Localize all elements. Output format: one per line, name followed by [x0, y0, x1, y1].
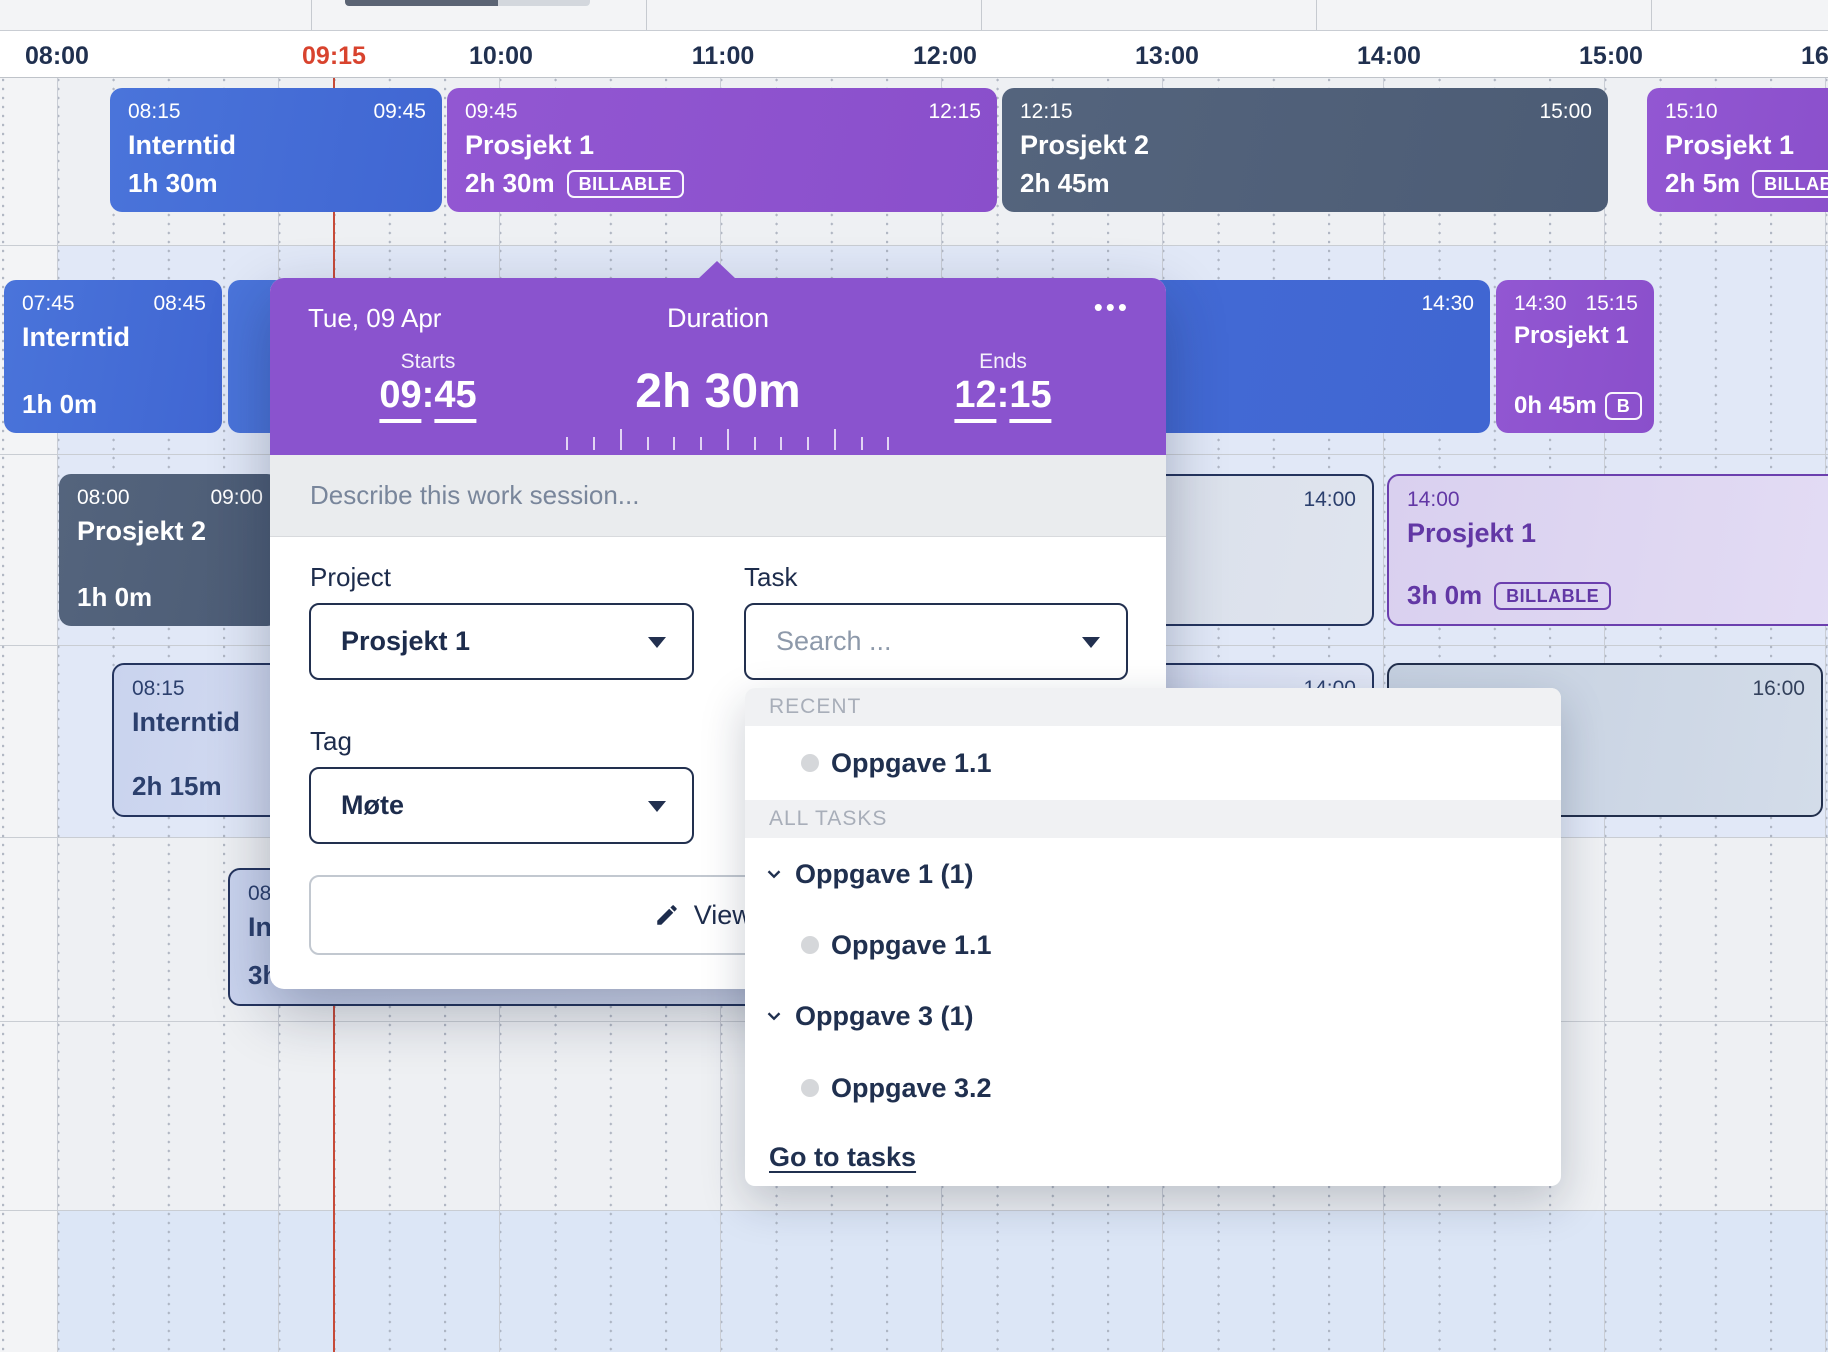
- task-status-dot: [801, 754, 819, 772]
- event-prosjekt1-1430[interactable]: 14:30 15:15 Prosjekt 1 0h 45m B: [1496, 280, 1654, 433]
- event-prosjekt2-0800[interactable]: 08:00 09:00 Prosjekt 2 1h 0m: [59, 474, 279, 626]
- billable-badge: BILLABLE: [1494, 581, 1612, 610]
- task-item-recent-oppgave-1-1[interactable]: Oppgave 1.1: [745, 726, 1561, 800]
- task-dropdown-panel: RECENT Oppgave 1.1 ALL TASKS Oppgave 1 (…: [745, 688, 1561, 1186]
- chevron-down-icon: [648, 800, 666, 812]
- all-tasks-section-header: ALL TASKS: [745, 800, 1561, 838]
- strip-divider: [646, 0, 647, 30]
- hour-label: 12:00: [913, 42, 977, 70]
- task-status-dot: [801, 1079, 819, 1097]
- strip-divider: [981, 0, 982, 30]
- hours-header: 08:00 09:15 10:00 11:00 12:00 13:00 14:0…: [0, 30, 1828, 78]
- hour-label: 14:00: [1357, 42, 1421, 70]
- tag-select[interactable]: Møte: [309, 767, 694, 844]
- ends-label: Ends: [979, 350, 1027, 373]
- project-select[interactable]: Prosjekt 1: [309, 603, 694, 680]
- task-search-input[interactable]: Search ...: [744, 603, 1128, 680]
- duration-slider[interactable]: [566, 426, 889, 450]
- strip-divider: [1316, 0, 1317, 30]
- chevron-down-icon: [1082, 636, 1100, 648]
- popover-header: Tue, 09 Apr Duration ••• Starts 09:45 2h…: [270, 278, 1166, 455]
- hour-label: 11:00: [691, 42, 755, 70]
- billable-badge: BILLABLE: [1752, 169, 1828, 198]
- billable-badge: BILLABLE: [566, 169, 684, 198]
- go-to-tasks-row: Go to tasks: [745, 1124, 1561, 1186]
- hour-label: 08:00: [25, 42, 89, 70]
- description-input[interactable]: Describe this work session...: [270, 455, 1166, 537]
- strip-divider: [311, 0, 312, 30]
- mini-timeline-strip: [0, 0, 1828, 30]
- popover-arrow: [698, 261, 736, 279]
- pencil-icon: [656, 905, 677, 925]
- task-group-oppgave-1[interactable]: Oppgave 1 (1): [745, 838, 1561, 910]
- task-item-oppgave-1-1[interactable]: Oppgave 1.1: [745, 910, 1561, 980]
- hour-label: 16:00: [1801, 42, 1828, 70]
- hour-label: 13:00: [1135, 42, 1199, 70]
- event-prosjekt1-1400-ghost[interactable]: 14:00 Prosjekt 1 3h 0m BILLABLE: [1387, 474, 1828, 626]
- starts-label: Starts: [400, 350, 456, 373]
- hour-label: 10:00: [469, 42, 533, 70]
- ends-time-input[interactable]: 12:15: [954, 374, 1052, 423]
- starts-time-input[interactable]: 09:45: [379, 374, 477, 423]
- current-time-label: 09:15: [302, 42, 366, 70]
- task-item-oppgave-3-2[interactable]: Oppgave 3.2: [745, 1052, 1561, 1124]
- chevron-down-icon: [648, 636, 666, 648]
- event-prosjekt1-1510[interactable]: 15:10 Prosjekt 1 2h 5mBILLABLE: [1647, 88, 1828, 212]
- task-group-oppgave-3[interactable]: Oppgave 3 (1): [745, 980, 1561, 1052]
- more-options-icon[interactable]: •••: [1093, 292, 1130, 322]
- project-label: Project: [310, 562, 391, 592]
- event-prosjekt2-1215[interactable]: 12:15 15:00 Prosjekt 2 2h 45m: [1002, 88, 1608, 212]
- strip-divider: [1651, 0, 1652, 30]
- hour-label: 15:00: [1579, 42, 1643, 70]
- capacity-bar: [345, 0, 590, 6]
- billable-badge: B: [1604, 392, 1643, 420]
- go-to-tasks-link[interactable]: Go to tasks: [769, 1141, 917, 1172]
- tag-label: Tag: [310, 726, 352, 756]
- task-label: Task: [744, 562, 798, 592]
- event-interntid-0745[interactable]: 07:45 08:45 Interntid 1h 0m: [4, 280, 222, 433]
- chevron-down-icon: [767, 870, 781, 879]
- event-interntid-0815[interactable]: 08:15 09:45 Interntid 1h 30m: [110, 88, 442, 212]
- recent-section-header: RECENT: [745, 688, 1561, 726]
- event-prosjekt1-0945[interactable]: 09:45 12:15 Prosjekt 1 2h 30m BILLABLE: [447, 88, 997, 212]
- task-status-dot: [801, 936, 819, 954]
- popover-date: Tue, 09 Apr: [308, 303, 442, 333]
- duration-value[interactable]: 2h 30m: [635, 365, 801, 418]
- chevron-down-icon: [767, 1012, 781, 1021]
- duration-label: Duration: [666, 303, 770, 333]
